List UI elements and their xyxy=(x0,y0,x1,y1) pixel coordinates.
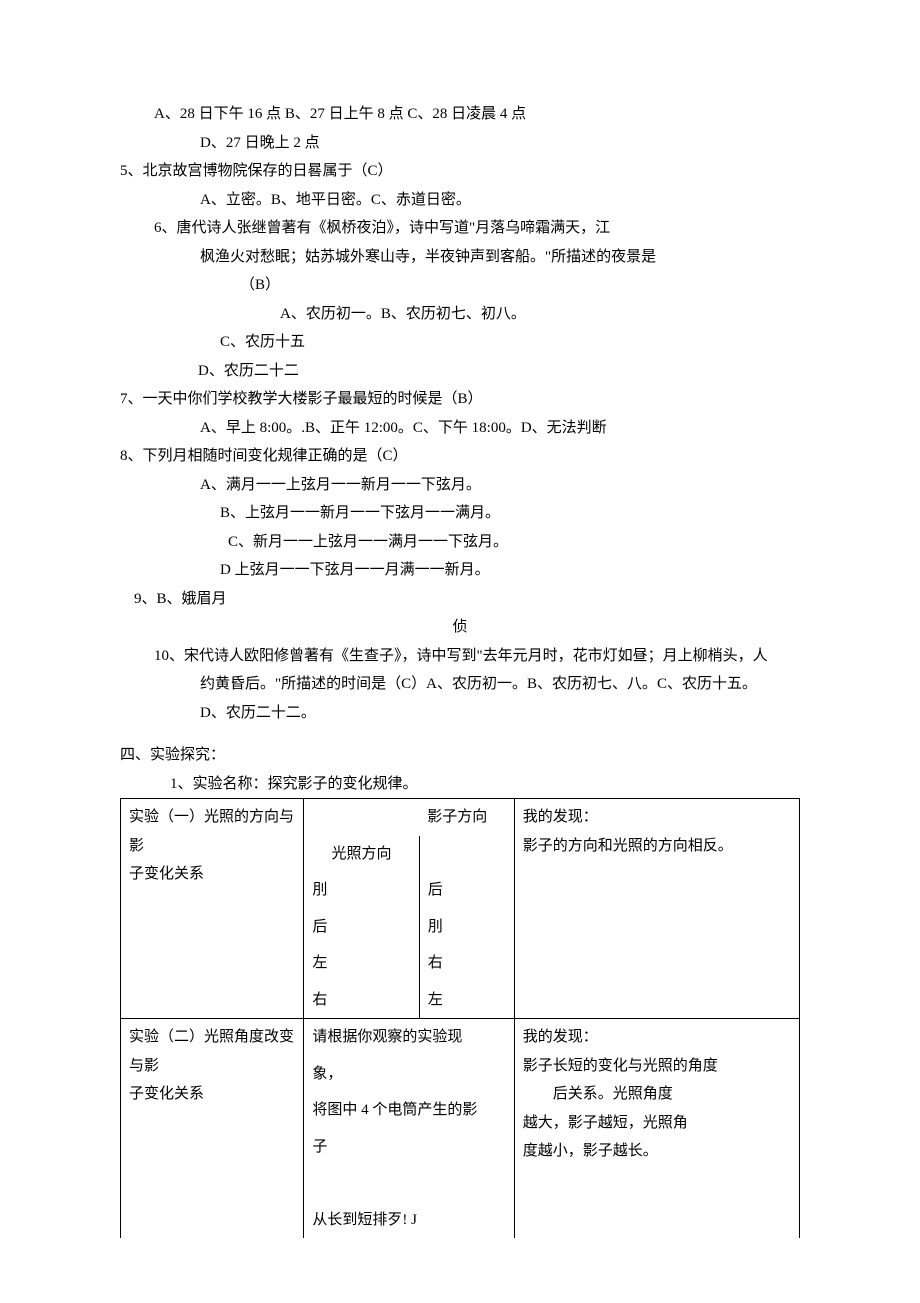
exp2-finding-cell: 我的发现： 影子长短的变化与光照的角度 后关系。光照角度 越大，影子越短，光照角… xyxy=(514,1019,799,1239)
q6-option-c-text: C、农历十五 xyxy=(120,328,800,357)
exp1-finding-cell: 我的发现： 影子的方向和光照的方向相反。 xyxy=(514,799,799,1019)
q8-option-d-text: D 上弦月一一下弦月一一月满一一新月。 xyxy=(120,556,800,585)
dir-cell-right: 右 xyxy=(419,945,514,982)
shadow-dir-header-cell: 影子方向 xyxy=(419,799,514,836)
exp2-finding-line4: 度越小，影子越长。 xyxy=(523,1143,658,1159)
exp2-label-cell: 实验（二）光照角度改变与影 子变化关系 xyxy=(121,1019,304,1239)
q4-option-d-text: D、27 日晚上 2 点 xyxy=(120,129,800,158)
q5-options-text: A、立密。B、地平日密。C、赤道日密。 xyxy=(120,186,800,215)
exp2-finding-label: 我的发现： xyxy=(523,1029,598,1045)
q4-options-text: A、28 日下午 16 点 B、27 日上午 8 点 C、28 日凌晨 4 点 xyxy=(120,100,800,129)
exp2-obs-line3: 将图中 4 个电筒产生的影 xyxy=(304,1092,514,1129)
dir-cell-back: 后 xyxy=(419,872,514,909)
exp2-obs-line5: 从长到短排歹! J xyxy=(304,1202,514,1239)
spacer-cell xyxy=(304,799,419,836)
q9-text: 9、B、娥眉月 xyxy=(120,585,800,614)
exp2-obs-line2: 象， xyxy=(304,1056,514,1093)
q10-line2-text: 约黄昏后。"所描述的时间是（C）A、农历初一。B、农历初七、八。C、农历十五。 xyxy=(120,670,800,699)
exp2-finding-line3: 越大，影子越短，光照角 xyxy=(523,1115,688,1131)
section4-title-text: 四、实验探究： xyxy=(120,741,800,770)
q7-options-text: A、早上 8:00。.B、正午 12:00。C、下午 18:00。D、无法判断 xyxy=(120,414,800,443)
exp2-obs-spacer xyxy=(304,1165,514,1202)
q6-stem-line2-text: 枫渔火对愁眠；姑苏城外寒山寺，半夜钟声到客船。"所描述的夜景是 xyxy=(120,243,800,272)
q8-option-b-text: B、上弦月一一新月一一下弦月一一满月。 xyxy=(120,499,800,528)
q6-option-d-text: D、农历二十二 xyxy=(120,357,800,386)
exp2-obs-line1: 请根据你观察的实验现 xyxy=(304,1019,514,1056)
exp1-label-line2: 子变化关系 xyxy=(129,866,204,882)
dir-cell-front: 刖 xyxy=(304,872,419,909)
exp1-label-cell: 实验（一）光照的方向与影 子变化关系 xyxy=(121,799,304,1019)
q8-option-a-text: A、满月一一上弦月一一新月一一下弦月。 xyxy=(120,471,800,500)
exp2-finding-line2: 后关系。光照角度 xyxy=(523,1080,791,1109)
center-char-text: 侦 xyxy=(120,613,800,642)
exp1-label-line1: 实验（一）光照的方向与影 xyxy=(129,809,294,854)
q10-line1-text: 10、宋代诗人欧阳修曾著有《生查子》，诗中写到"去年元月时，花市灯如昼；月上柳梢… xyxy=(120,642,800,671)
q5-stem-text: 5、北京故宫博物院保存的日晷属于（C） xyxy=(120,157,800,186)
dir-cell-left2: 左 xyxy=(419,982,514,1019)
q6-option-ab-text: A、农历初一。B、农历初七、初八。 xyxy=(120,300,800,329)
experiment-table: 实验（一）光照的方向与影 子变化关系 影子方向 我的发现： 影子的方向和光照的方… xyxy=(120,798,800,1238)
exp2-label-line1: 实验（二）光照角度改变与影 xyxy=(129,1029,294,1074)
dir-cell-left: 左 xyxy=(304,945,419,982)
q10-line3-text: D、农历二十二。 xyxy=(120,699,800,728)
experiment-title-text: 1、实验名称：探究影子的变化规律。 xyxy=(120,770,800,799)
q8-stem-text: 8、下列月相随时间变化规律正确的是（C） xyxy=(120,442,800,471)
q8-option-c-text: C、新月一一上弦月一一满月一一下弦月。 xyxy=(120,528,800,557)
exp2-label-line2: 子变化关系 xyxy=(129,1086,204,1102)
q6-stem-line1-text: 6、唐代诗人张继曾著有《枫桥夜泊》，诗中写道"月落乌啼霜满天，江 xyxy=(120,214,800,243)
dir-cell-right2: 右 xyxy=(304,982,419,1019)
empty-cell xyxy=(419,836,514,873)
q7-stem-text: 7、一天中你们学校教学大楼影子最最短的时候是（B） xyxy=(120,385,800,414)
exp1-finding-label: 我的发现： xyxy=(523,809,598,825)
exp2-obs-line4: 子 xyxy=(304,1129,514,1166)
exp1-finding-text: 影子的方向和光照的方向相反。 xyxy=(523,838,733,854)
exp2-finding-line1: 影子长短的变化与光照的角度 xyxy=(523,1058,718,1074)
light-dir-header-cell: 光照方向 xyxy=(304,836,419,873)
q6-answer-text: （B） xyxy=(120,271,800,300)
dir-cell-back2: 后 xyxy=(304,909,419,946)
dir-cell-front2: 刖 xyxy=(419,909,514,946)
